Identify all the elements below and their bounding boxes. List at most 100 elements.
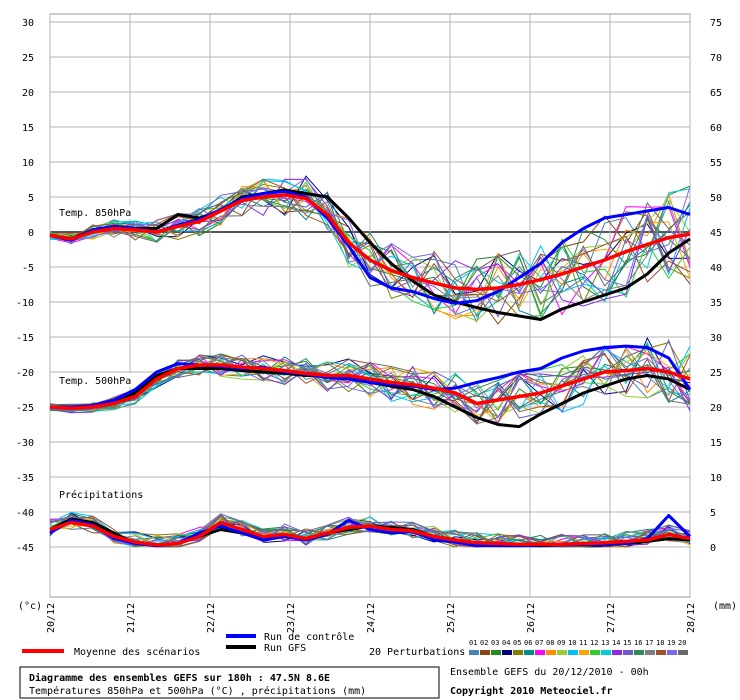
moyenne-des-sc-narios-precip-line: [49, 520, 691, 547]
perturbation-swatch: [480, 650, 490, 655]
perturbation-number: 15: [623, 639, 631, 647]
y-tick-label: -30: [16, 438, 34, 449]
perturbation-number: 09: [557, 639, 565, 647]
section-label-precip: Précipitations: [59, 489, 143, 501]
y-tick-label: 15: [22, 123, 34, 134]
section-label-t500: Temp. 500hPa: [59, 376, 131, 387]
perturbation-swatch: [568, 650, 578, 655]
footer-title-box: [19, 666, 440, 699]
y2-tick-label: 65: [710, 88, 722, 99]
footer-title: Diagramme des ensembles GEFS sur 180h : …: [29, 672, 330, 684]
perturbation-number: 10: [568, 639, 576, 647]
x-tick-label: 20/12: [46, 603, 57, 633]
perturbation-swatch: [634, 650, 644, 655]
perturbation-number: 11: [579, 639, 587, 647]
perturbation-swatch: [557, 650, 567, 655]
y2-tick-label: 25: [710, 368, 722, 379]
y-tick-label: -45: [16, 543, 34, 554]
axes: 302520151050-5-10-15-20-25-30-35-40-4575…: [16, 18, 722, 633]
perturbation-swatch: [590, 650, 600, 655]
y2-tick-label: 5: [710, 508, 716, 519]
perturbation-line-t500: [49, 346, 691, 425]
y2-tick-label: 70: [710, 53, 722, 64]
moyenne-des-sc-narios-t500-line: [49, 363, 691, 411]
perturbation-swatch: [623, 650, 633, 655]
grid: [49, 13, 691, 598]
y-tick-label: -40: [16, 508, 34, 519]
y2-tick-label: 50: [710, 193, 722, 204]
perturbation-line-t850: [49, 177, 691, 316]
perturbation-number: 12: [590, 639, 598, 647]
y-tick-label: -15: [16, 333, 34, 344]
perturbation-line-t500: [49, 356, 691, 414]
perturbation-number: 16: [634, 639, 642, 647]
perturbation-number: 05: [513, 639, 521, 647]
y2-tick-label: 20: [710, 403, 722, 414]
y2-tick-label: 15: [710, 438, 722, 449]
y-tick-label: 20: [22, 88, 34, 99]
y-tick-label: -5: [22, 263, 34, 274]
perturbation-number: 02: [480, 639, 488, 647]
perturbation-swatch: [612, 650, 622, 655]
legend-gfs-label: Run GFS: [264, 643, 306, 654]
legend-control-label: Run de contrôle: [264, 631, 354, 643]
perturbation-swatch: [502, 650, 512, 655]
y-tick-label: -35: [16, 473, 34, 484]
perturbation-swatch: [491, 650, 501, 655]
main-series-lines: [49, 188, 692, 548]
perturbation-number: 01: [469, 639, 477, 647]
perturbation-swatch: [678, 650, 688, 655]
left-unit-label: (°c): [18, 601, 42, 612]
perturbation-swatch: [645, 650, 655, 655]
perturbation-swatch: [513, 650, 523, 655]
perturbation-swatch: [601, 650, 611, 655]
perturbation-swatch: [469, 650, 479, 655]
perturbation-swatch: [524, 650, 534, 655]
x-tick-label: 26/12: [526, 603, 537, 633]
moyenne-des-sc-narios-t850-line: [49, 193, 691, 292]
footer-subtitle: Températures 850hPa et 500hPa (°C) , pré…: [29, 685, 366, 697]
perturbation-number: 17: [645, 639, 653, 647]
x-tick-label: 21/12: [126, 603, 137, 633]
perturbation-number: 04: [502, 639, 510, 647]
perturbation-line-t850: [49, 188, 691, 318]
perturbation-line-t850: [49, 175, 691, 295]
x-tick-label: 27/12: [606, 603, 617, 633]
legend-perturbations-label: 20 Perturbations: [369, 647, 465, 658]
perturbation-line-t850: [49, 200, 691, 307]
footer-copyright: Copyright 2010 Meteociel.fr: [450, 685, 613, 697]
x-tick-label: 28/12: [686, 603, 697, 633]
perturbation-line-t850: [49, 181, 691, 319]
legend-mean-label: Moyenne des scénarios: [74, 646, 200, 658]
perturbation-number: 20: [678, 639, 686, 647]
x-tick-label: 24/12: [366, 603, 377, 633]
x-tick-label: 25/12: [446, 603, 457, 633]
y2-tick-label: 75: [710, 18, 722, 29]
perturbation-color-legend: 01 02 03 04 05 06 07 08 09 10 11 12 13 14 15 16 17 18 19 20: [469, 639, 688, 655]
perturbation-number: 14: [612, 639, 620, 647]
run-gfs-t850-line: [49, 188, 691, 321]
y2-tick-label: 10: [710, 473, 722, 484]
perturbation-number: 19: [667, 639, 675, 647]
t500-label-bg: [56, 373, 132, 387]
y-tick-label: -10: [16, 298, 34, 309]
y2-tick-label: 0: [710, 543, 716, 554]
y2-tick-label: 55: [710, 158, 722, 169]
y-tick-label: 0: [28, 228, 34, 239]
y2-tick-label: 45: [710, 228, 722, 239]
perturbation-swatch: [656, 650, 666, 655]
section-label-t850: Temp. 850hPa: [59, 208, 131, 219]
right-unit-label: (mm): [713, 601, 737, 612]
perturbation-number: 06: [524, 639, 532, 647]
y2-tick-label: 35: [710, 298, 722, 309]
y-tick-label: 10: [22, 158, 34, 169]
y2-tick-label: 40: [710, 263, 722, 274]
x-tick-label: 22/12: [206, 603, 217, 633]
legend: Moyenne des scénarios Run de contrôle Ru…: [22, 631, 688, 658]
perturbation-number: 08: [546, 639, 554, 647]
y-tick-label: -25: [16, 403, 34, 414]
y2-tick-label: 30: [710, 333, 722, 344]
x-tick-label: 23/12: [286, 603, 297, 633]
y2-tick-label: 60: [710, 123, 722, 134]
